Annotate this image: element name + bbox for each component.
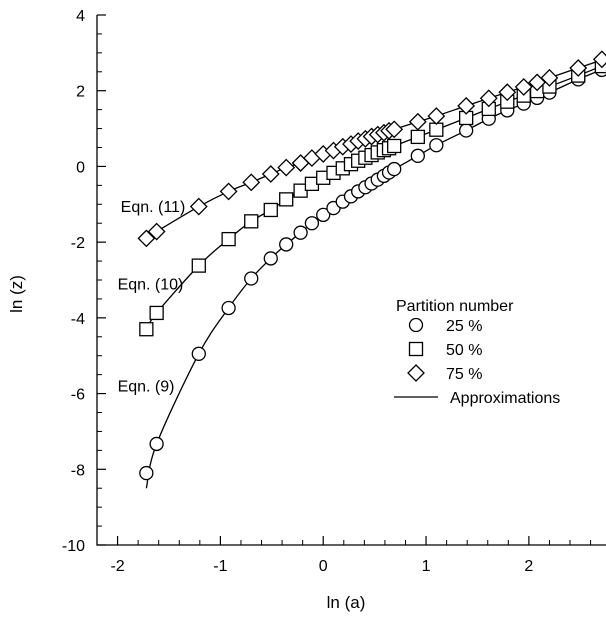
data-point-diamond xyxy=(427,107,446,125)
y-tick-label: -4 xyxy=(71,311,85,328)
legend-swatch-circle xyxy=(408,317,424,333)
data-point-diamond xyxy=(147,222,166,241)
legend-label: Approximations xyxy=(450,390,560,407)
data-point-square xyxy=(387,138,402,154)
data-point-diamond xyxy=(242,173,261,192)
series-diamond xyxy=(137,50,606,248)
data-point-circle xyxy=(149,436,164,452)
annotation-layer: Eqn. (11) Eqn. (10) Eqn. (9) xyxy=(118,199,186,396)
x-tick-label: -1 xyxy=(213,558,227,575)
data-point-diamond xyxy=(479,89,498,108)
data-point-diamond xyxy=(277,158,296,177)
data-point-square xyxy=(263,202,278,218)
data-point-square xyxy=(429,122,444,137)
data-point-circle xyxy=(221,300,236,316)
y-tick-label: -6 xyxy=(71,387,85,404)
data-point-diamond xyxy=(385,120,404,139)
data-point-circle xyxy=(387,161,402,177)
legend-title: Partition number xyxy=(396,298,514,315)
y-tick-label: 4 xyxy=(76,8,85,25)
data-point-diamond xyxy=(498,83,517,102)
data-point-diamond xyxy=(457,96,476,115)
data-point-diamond xyxy=(592,50,606,69)
legend-label: 25 % xyxy=(446,318,482,335)
x-axis-title: ln (a) xyxy=(327,593,366,612)
series-layer xyxy=(137,50,606,489)
data-point-circle xyxy=(410,148,425,163)
series-circle xyxy=(139,62,606,481)
data-point-circle xyxy=(459,123,474,138)
data-point-diamond xyxy=(514,78,533,96)
data-point-diamond xyxy=(569,59,588,77)
data-point-square xyxy=(191,258,206,273)
legend-label: 75 % xyxy=(446,366,482,383)
legend-swatch-diamond xyxy=(407,364,425,382)
y-axis-title: ln (z) xyxy=(7,275,26,313)
data-point-diamond xyxy=(219,182,238,201)
data-point-diamond xyxy=(137,229,156,248)
y-tick-label: -2 xyxy=(71,235,85,252)
y-axis: -10 -8 -6 -4 -2 0 2 4 xyxy=(62,8,106,555)
data-point-circle xyxy=(263,251,278,266)
legend-label: 50 % xyxy=(446,342,482,359)
data-point-square xyxy=(410,129,425,145)
data-point-square xyxy=(149,305,164,321)
data-point-circle xyxy=(139,465,154,481)
legend-swatch-square xyxy=(408,341,424,357)
data-point-diamond xyxy=(408,112,427,131)
equation-label: Eqn. (10) xyxy=(118,276,184,293)
equation-label: Eqn. (11) xyxy=(121,199,186,216)
data-point-square xyxy=(139,322,154,337)
data-point-circle xyxy=(191,346,206,361)
x-tick-label: -2 xyxy=(110,558,124,575)
data-point-diamond xyxy=(540,68,559,87)
data-point-circle xyxy=(244,271,259,286)
data-point-circle xyxy=(429,138,444,153)
x-tick-label: 1 xyxy=(422,558,431,575)
y-tick-label: 2 xyxy=(76,84,85,101)
equation-label: Eqn. (9) xyxy=(118,379,175,396)
legend: Partition number 25 % 50 % 75 % Approximatio… xyxy=(394,298,560,407)
x-axis: -2 -1 0 1 2 xyxy=(96,536,592,575)
y-tick-label: -10 xyxy=(62,538,85,555)
data-point-square xyxy=(279,192,294,207)
data-point-circle xyxy=(279,237,294,252)
data-point-diamond xyxy=(261,165,280,183)
data-point-square xyxy=(221,231,236,247)
data-point-circle xyxy=(293,225,308,240)
y-tick-label: -8 xyxy=(71,462,85,479)
x-tick-label: 2 xyxy=(524,558,533,575)
data-point-square xyxy=(244,214,259,229)
y-tick-label: 0 xyxy=(76,159,85,176)
data-point-circle xyxy=(304,216,320,231)
x-tick-label: 0 xyxy=(319,558,328,575)
data-point-circle xyxy=(316,207,331,223)
data-point-diamond xyxy=(189,197,208,216)
